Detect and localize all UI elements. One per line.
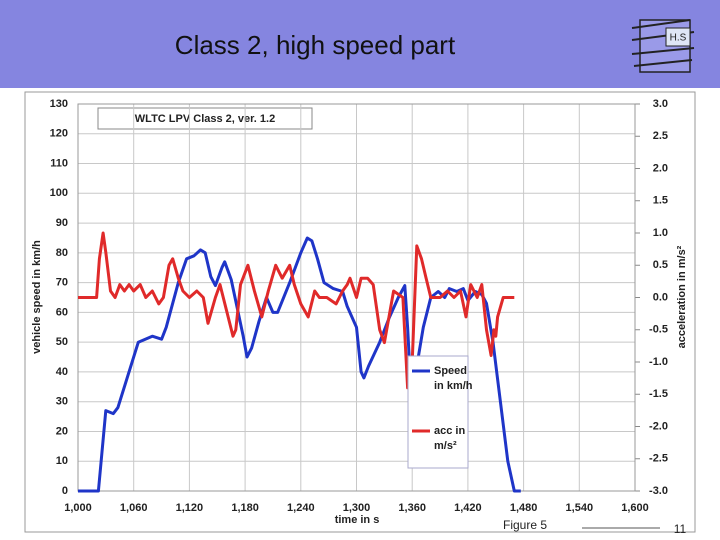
y-tick-label: 10 [56, 455, 68, 467]
y-tick-label: 130 [50, 98, 68, 110]
y2-tick-label: -1.0 [649, 356, 668, 368]
y-tick-label: 50 [56, 336, 68, 348]
x-tick-label: 1,540 [566, 502, 594, 514]
y-tick-label: 90 [56, 217, 68, 229]
y2-tick-label: 0.0 [653, 291, 668, 303]
x-tick-label: 1,600 [621, 502, 649, 514]
x-tick-label: 1,180 [231, 502, 259, 514]
x-tick-label: 1,300 [343, 502, 371, 514]
logo: H.S [631, 19, 695, 73]
y2-tick-label: -1.5 [649, 388, 668, 400]
legend-label: Speed in km/h [434, 365, 473, 392]
y-tick-label: 0 [62, 485, 68, 497]
annotation: WLTC LPV Class 2, ver. 1.2 [135, 113, 275, 125]
legend-label: acc in m/s² [434, 425, 466, 452]
figure-label: Figure 5 [503, 518, 547, 532]
y2-tick-label: 1.0 [653, 227, 668, 239]
y-tick-label: 40 [56, 366, 68, 378]
x-axis-title: time in s [335, 514, 380, 526]
y2-tick-label: 1.5 [653, 195, 668, 207]
y2-tick-label: -0.5 [649, 324, 668, 336]
x-tick-label: 1,420 [454, 502, 482, 514]
y-tick-label: 20 [56, 425, 68, 437]
y-tick-label: 110 [50, 157, 68, 169]
header-band [0, 0, 720, 88]
annotation-box [97, 107, 313, 130]
y2-axis-title: acceleration in m/s² [676, 245, 688, 348]
x-tick-label: 1,120 [176, 502, 204, 514]
x-tick-label: 1,060 [120, 502, 148, 514]
y2-tick-label: -3.0 [649, 485, 668, 497]
y-tick-label: 120 [50, 128, 68, 140]
series-line [78, 236, 521, 493]
y-tick-label: 100 [50, 187, 68, 199]
y2-tick-label: 0.5 [653, 259, 668, 271]
y-tick-label: 30 [56, 396, 68, 408]
y-tick-label: 80 [56, 247, 68, 259]
x-tick-label: 1,480 [510, 502, 538, 514]
series-line [78, 231, 515, 390]
slide-title: Class 2, high speed part [175, 30, 456, 60]
legend-box [407, 355, 469, 469]
y2-tick-label: -2.0 [649, 420, 668, 432]
y-tick-label: 60 [56, 306, 68, 318]
y2-tick-label: -2.5 [649, 453, 668, 465]
page-number: 11 [674, 522, 687, 536]
y-axis-title: vehicle speed in km/h [31, 240, 43, 354]
y2-tick-label: 3.0 [653, 98, 668, 110]
logo-text: H.S [670, 33, 687, 44]
y2-tick-label: 2.5 [653, 130, 668, 142]
x-tick-label: 1,360 [398, 502, 426, 514]
x-tick-label: 1,000 [64, 502, 92, 514]
y-tick-label: 70 [56, 277, 68, 289]
x-tick-label: 1,240 [287, 502, 315, 514]
y2-tick-label: 2.0 [653, 162, 668, 174]
